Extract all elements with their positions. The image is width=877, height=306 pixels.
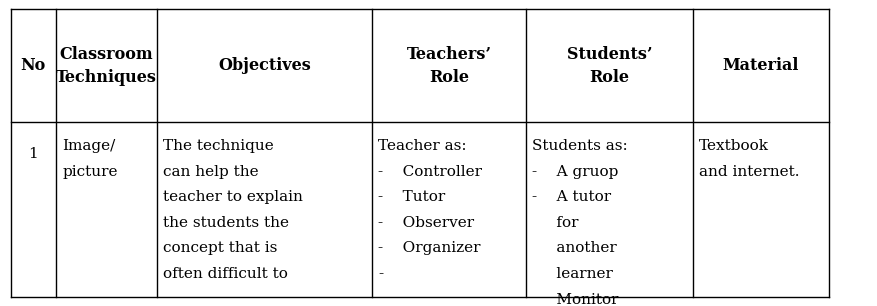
Text: Material: Material (722, 57, 798, 74)
Text: No: No (21, 57, 46, 74)
Text: Students as:
-    A gruop
-    A tutor
     for
     another
     learner
     M: Students as: - A gruop - A tutor for ano… (531, 139, 627, 306)
Text: Objectives: Objectives (218, 57, 310, 74)
Text: Image/
picture: Image/ picture (62, 139, 118, 179)
Text: Teacher as:
-    Controller
-    Tutor
-    Observer
-    Organizer
-: Teacher as: - Controller - Tutor - Obser… (378, 139, 481, 281)
Text: The technique
can help the
teacher to explain
the students the
concept that is
o: The technique can help the teacher to ex… (163, 139, 303, 281)
Text: Textbook
and internet.: Textbook and internet. (698, 139, 798, 179)
Text: Teachers’
Role: Teachers’ Role (406, 46, 491, 86)
Text: Students’
Role: Students’ Role (566, 46, 652, 86)
Text: Classroom
Techniques: Classroom Techniques (56, 46, 157, 86)
Text: 1: 1 (28, 147, 39, 161)
